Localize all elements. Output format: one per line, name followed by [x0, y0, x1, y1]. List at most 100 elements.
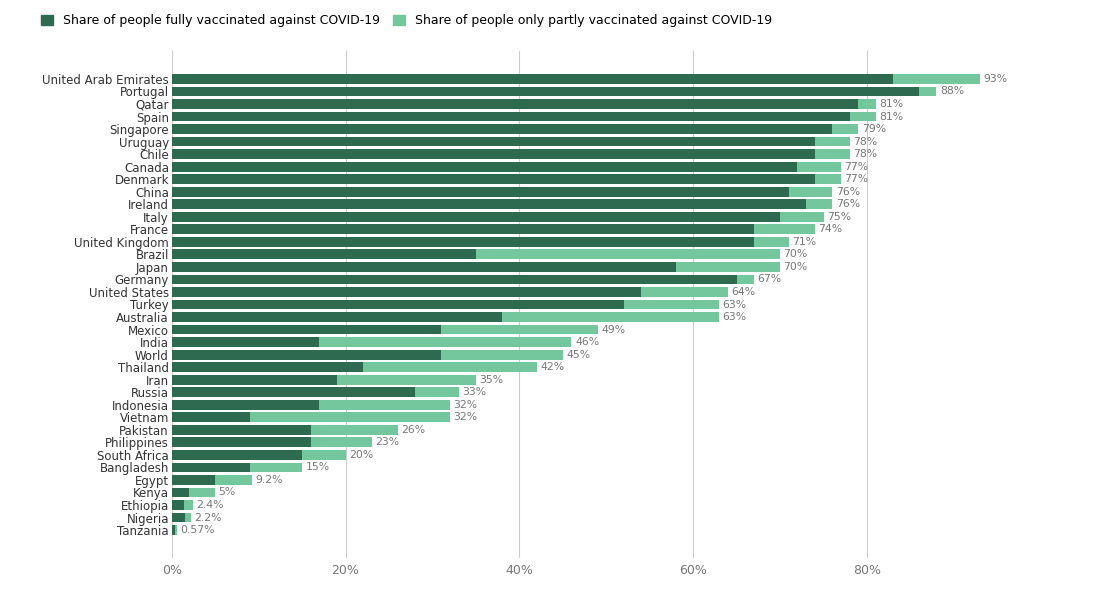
Bar — [172, 388, 416, 397]
Bar — [814, 149, 850, 159]
Bar — [441, 325, 597, 334]
Text: 78%: 78% — [853, 149, 878, 159]
Bar — [814, 174, 841, 184]
Text: 49%: 49% — [601, 325, 625, 335]
Text: 42%: 42% — [541, 362, 564, 372]
Text: 67%: 67% — [758, 274, 781, 284]
Bar — [250, 463, 302, 472]
Text: 75%: 75% — [827, 212, 851, 222]
Bar — [172, 237, 753, 247]
Bar — [172, 224, 753, 234]
Bar — [172, 262, 676, 272]
Bar — [642, 287, 728, 297]
Bar — [172, 187, 789, 197]
Text: 88%: 88% — [940, 86, 964, 97]
Text: 81%: 81% — [879, 99, 903, 109]
Bar — [172, 450, 302, 460]
Bar — [337, 375, 476, 385]
Text: 70%: 70% — [783, 250, 808, 259]
Bar — [172, 124, 832, 134]
Text: 15%: 15% — [306, 463, 330, 472]
Bar — [172, 299, 624, 310]
Text: 26%: 26% — [401, 425, 425, 435]
Bar — [172, 99, 859, 109]
Bar — [798, 162, 841, 172]
Bar — [172, 212, 780, 221]
Bar — [676, 262, 780, 272]
Bar — [302, 450, 346, 460]
Bar — [789, 187, 832, 197]
Bar — [189, 488, 215, 497]
Text: 33%: 33% — [462, 387, 486, 397]
Bar — [172, 512, 185, 523]
Bar — [624, 299, 719, 310]
Text: 76%: 76% — [835, 187, 860, 197]
Text: 76%: 76% — [835, 199, 860, 209]
Text: 0.57%: 0.57% — [181, 525, 215, 535]
Text: 81%: 81% — [879, 112, 903, 122]
Bar — [172, 275, 737, 284]
Bar — [172, 74, 893, 84]
Bar — [172, 86, 920, 97]
Text: 20%: 20% — [349, 450, 373, 460]
Text: 5%: 5% — [218, 487, 236, 497]
Text: 78%: 78% — [853, 137, 878, 146]
Text: 63%: 63% — [722, 312, 747, 322]
Text: 45%: 45% — [566, 350, 591, 359]
Bar — [172, 412, 250, 422]
Bar — [172, 425, 310, 435]
Bar — [172, 500, 184, 510]
Bar — [319, 337, 572, 347]
Legend: Share of people fully vaccinated against COVID-19, Share of people only partly v: Share of people fully vaccinated against… — [41, 14, 772, 27]
Bar — [175, 525, 176, 535]
Bar — [172, 149, 814, 159]
Text: 23%: 23% — [376, 437, 399, 448]
Bar — [172, 375, 337, 385]
Bar — [893, 74, 979, 84]
Bar — [172, 350, 441, 359]
Bar — [172, 362, 363, 372]
Bar — [850, 112, 875, 121]
Text: 77%: 77% — [844, 161, 869, 172]
Bar — [319, 400, 450, 410]
Bar — [172, 337, 319, 347]
Bar — [185, 512, 191, 523]
Bar — [250, 412, 450, 422]
Bar — [215, 475, 252, 485]
Bar — [172, 400, 319, 410]
Text: 32%: 32% — [453, 412, 478, 422]
Bar — [363, 362, 536, 372]
Text: 70%: 70% — [783, 262, 808, 272]
Text: 63%: 63% — [722, 299, 747, 310]
Bar — [172, 199, 807, 209]
Text: 35%: 35% — [480, 374, 503, 385]
Bar — [753, 237, 789, 247]
Bar — [172, 525, 175, 535]
Bar — [172, 287, 642, 297]
Bar — [172, 137, 814, 146]
Bar — [172, 475, 215, 485]
Bar — [172, 312, 502, 322]
Bar — [737, 275, 753, 284]
Bar — [807, 199, 832, 209]
Bar — [832, 124, 859, 134]
Bar — [416, 388, 459, 397]
Bar — [184, 500, 193, 510]
Text: 2.2%: 2.2% — [194, 512, 222, 523]
Text: 79%: 79% — [862, 124, 886, 134]
Bar — [172, 463, 250, 472]
Bar — [476, 250, 780, 259]
Bar — [441, 350, 563, 359]
Text: 74%: 74% — [819, 224, 842, 235]
Text: 77%: 77% — [844, 174, 869, 184]
Text: 32%: 32% — [453, 400, 478, 410]
Bar — [172, 325, 441, 334]
Bar — [172, 488, 189, 497]
Bar — [172, 162, 798, 172]
Text: 64%: 64% — [731, 287, 756, 297]
Bar — [172, 174, 814, 184]
Text: 46%: 46% — [575, 337, 599, 347]
Bar — [859, 99, 875, 109]
Bar — [920, 86, 936, 97]
Bar — [780, 212, 823, 221]
